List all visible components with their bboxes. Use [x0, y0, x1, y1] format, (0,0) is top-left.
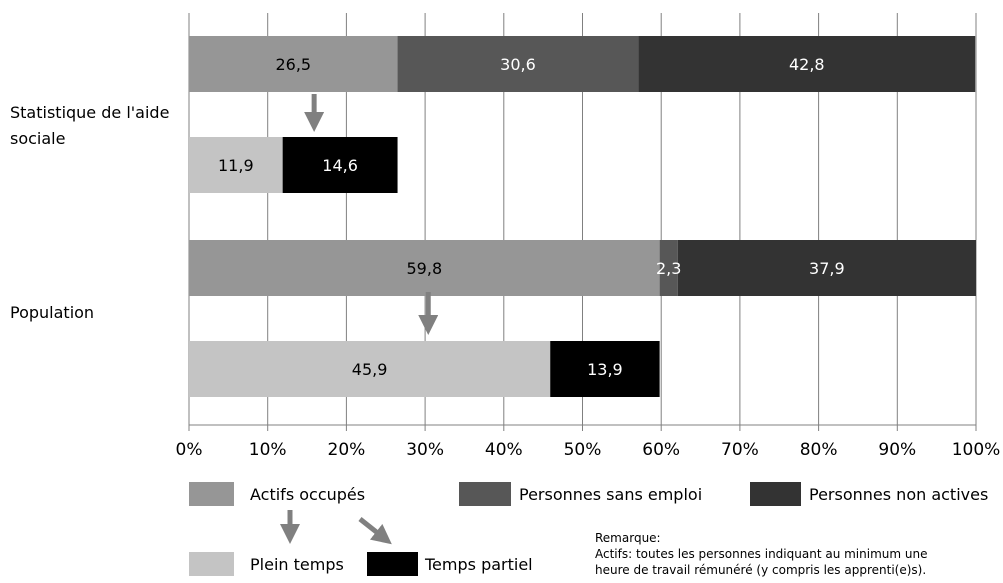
- legend-label: Temps partiel: [424, 555, 533, 574]
- x-tick-label: 40%: [485, 440, 523, 460]
- bar-value-label: 42,8: [789, 55, 825, 74]
- bar: [659, 240, 678, 296]
- bar-labels: 26,5 30,6 42,8 11,9 14,6 59,8 2,3 37,9 45,9 13,9: [218, 55, 845, 379]
- legend-swatch: [750, 482, 801, 506]
- bar-value-label: 2,3: [656, 259, 681, 278]
- bar: [189, 240, 660, 296]
- legend: Actifs occupés Personnes sans emploi Perso…: [189, 482, 988, 576]
- bar: [189, 341, 551, 397]
- bar: [397, 36, 639, 92]
- category-label: Statistique de l'aide sociale: [10, 103, 169, 148]
- bar-value-label: 30,6: [500, 55, 536, 74]
- bar-value-label: 37,9: [809, 259, 845, 278]
- bar: [189, 36, 398, 92]
- x-tick-label: 50%: [564, 440, 602, 460]
- legend-label: Plein temps: [250, 555, 344, 574]
- bar-value-label: 13,9: [587, 360, 623, 379]
- bar-value-label: 11,9: [218, 156, 254, 175]
- legend-label: Personnes sans emploi: [519, 485, 702, 504]
- bar: [550, 341, 660, 397]
- category-label: Population: [10, 303, 94, 322]
- legend-arrow: [358, 517, 392, 545]
- x-tick-label: 30%: [406, 440, 444, 460]
- legend-swatch: [367, 552, 418, 576]
- annotation: Remarque: Actifs: toutes les personnes in…: [595, 531, 927, 577]
- bar-value-label: 14,6: [322, 156, 358, 175]
- legend-swatch: [189, 482, 234, 506]
- x-tick-label: 0%: [176, 440, 203, 460]
- x-tick-label: 70%: [721, 440, 759, 460]
- bar-value-label: 45,9: [352, 360, 388, 379]
- x-tick-label: 100%: [952, 440, 1001, 460]
- bar-value-label: 26,5: [275, 55, 311, 74]
- bar: [677, 240, 976, 296]
- legend-swatch: [189, 552, 234, 576]
- legend-label: Actifs occupés: [250, 485, 365, 504]
- annotation-line: Actifs: toutes les personnes indiquant a…: [595, 547, 927, 561]
- category-labels: Statistique de l'aide sociale Population: [10, 103, 169, 322]
- annotation-title: Remarque:: [595, 531, 661, 545]
- x-tick-label: 90%: [878, 440, 916, 460]
- x-tick-label: 20%: [328, 440, 366, 460]
- legend-swatch: [459, 482, 511, 506]
- x-tick-label: 60%: [642, 440, 680, 460]
- x-tick-label: 10%: [249, 440, 287, 460]
- annotation-line: heure de travail rémunéré (y compris les…: [595, 563, 926, 577]
- x-tick-label: 80%: [800, 440, 838, 460]
- bar-value-label: 59,8: [407, 259, 443, 278]
- bar: [282, 137, 398, 193]
- bar: [638, 36, 976, 92]
- x-axis: 0% 10% 20% 30% 40% 50% 60% 70% 80% 90% 100%: [176, 424, 1001, 460]
- bars: [189, 36, 976, 397]
- legend-label: Personnes non actives: [809, 485, 988, 504]
- bar: [189, 137, 283, 193]
